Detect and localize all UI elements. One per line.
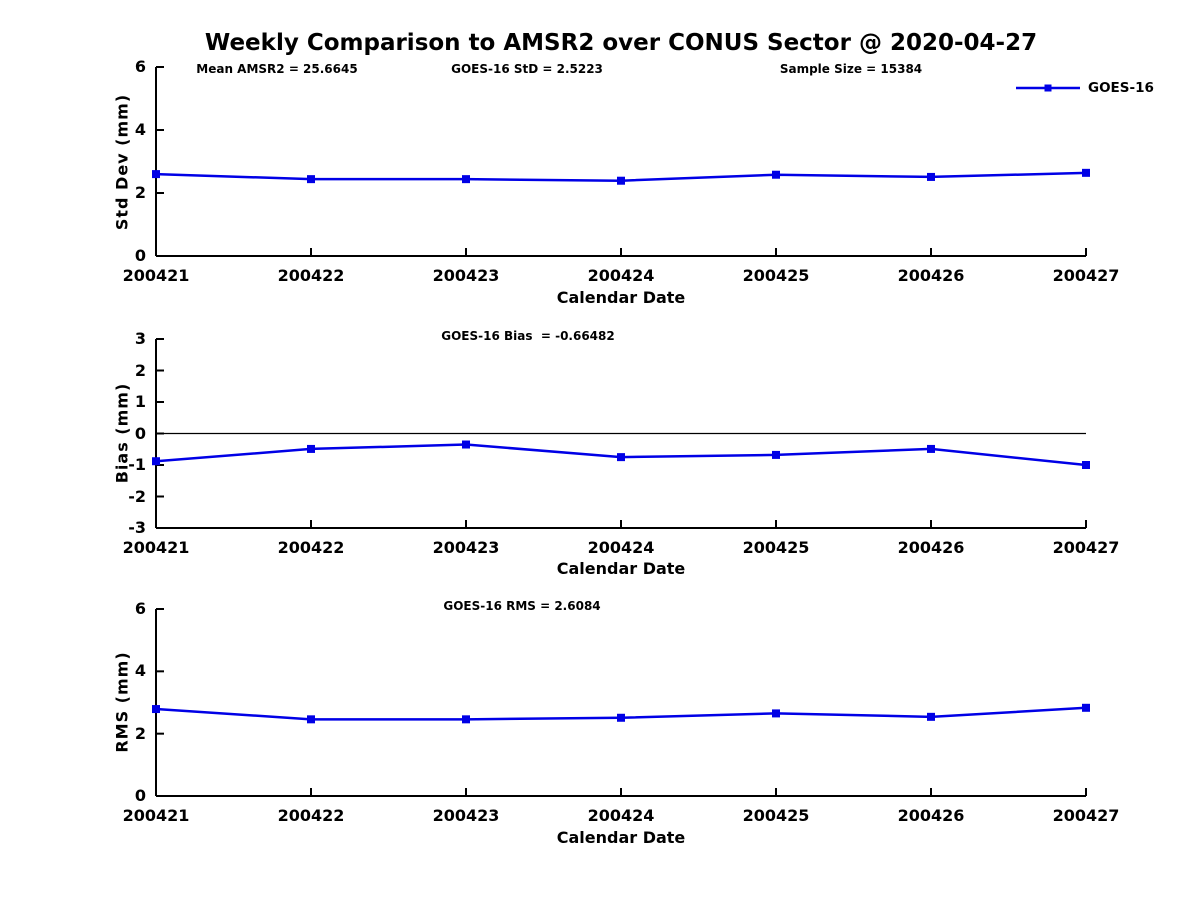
legend-label: GOES-16 [1088, 80, 1154, 96]
y-tick-label: -2 [128, 486, 146, 506]
data-point-marker [307, 444, 315, 453]
x-tick-label: 200424 [587, 806, 655, 825]
data-point-marker [927, 712, 935, 721]
page-title: Weekly Comparison to AMSR2 over CONUS Se… [204, 30, 1038, 56]
x-tick-label: 200421 [122, 266, 190, 285]
data-point-marker [307, 175, 315, 184]
y-tick-label: 0 [134, 786, 146, 805]
x-tick-label: 200422 [277, 538, 345, 557]
x-tick-label: 200421 [122, 806, 190, 825]
annotation-goes16-std: GOES-16 StD = 2.5223 [451, 62, 603, 76]
data-point-marker [1082, 461, 1090, 469]
data-point-marker [462, 715, 470, 724]
x-tick-label: 200424 [587, 538, 655, 557]
y-tick-label: 2 [134, 723, 146, 743]
annotation-goes16-rms: GOES-16 RMS = 2.6084 [443, 599, 601, 613]
data-point-marker [927, 444, 935, 453]
x-tick-label: 200427 [1052, 538, 1120, 557]
annotation-sample-size: Sample Size = 15384 [779, 62, 923, 76]
y-tick-label: 6 [134, 57, 146, 76]
x-tick-label: 200426 [897, 806, 965, 825]
data-point-marker [152, 705, 160, 714]
data-point-marker [462, 175, 470, 184]
y-axis-label-std-dev: Std Dev (mm) [112, 93, 132, 231]
y-tick-label: 0 [134, 423, 146, 443]
x-tick-label: 200422 [277, 266, 345, 285]
x-tick-label: 200426 [897, 266, 965, 285]
data-point-marker [617, 713, 625, 722]
y-tick-label: 3 [134, 329, 146, 348]
legend: GOES-16 [1014, 80, 1154, 96]
y-tick-label: 4 [134, 120, 146, 139]
data-point-marker [307, 715, 315, 724]
legend-marker [1044, 84, 1052, 92]
annotation-mean-amsr2: Mean AMSR2 = 25.6645 [196, 62, 358, 76]
data-point-marker [1082, 703, 1090, 712]
x-tick-label: 200421 [122, 538, 190, 557]
data-point-marker [617, 453, 625, 462]
x-tick-label: 200422 [277, 806, 345, 825]
data-point-marker [772, 709, 780, 718]
x-tick-label: 200427 [1052, 266, 1120, 285]
x-tick-label: 200427 [1052, 806, 1120, 825]
y-tick-label: 1 [134, 392, 146, 411]
y-tick-label: 0 [134, 246, 146, 265]
annotation-goes16-bias: GOES-16 Bias = -0.66482 [441, 329, 615, 343]
x-axis-label-calendar-date-3: Calendar Date [556, 828, 686, 847]
data-point-marker [152, 457, 160, 466]
y-tick-label: -1 [128, 455, 146, 474]
y-tick-label: -3 [128, 518, 146, 537]
data-point-marker [772, 450, 780, 459]
y-tick-label: 2 [134, 183, 146, 202]
y-tick-label: 6 [134, 599, 146, 618]
data-point-marker [152, 170, 160, 179]
data-point-marker [927, 172, 935, 181]
data-point-marker [462, 440, 470, 449]
x-tick-label: 200425 [742, 806, 810, 825]
x-tick-label: 200424 [587, 266, 655, 285]
x-tick-label: 200423 [432, 806, 500, 825]
x-tick-label: 200425 [742, 266, 810, 285]
x-tick-label: 200423 [432, 538, 500, 557]
legend-swatch-icon [1016, 84, 1080, 92]
x-axis-label-calendar-date-2: Calendar Date [556, 559, 686, 578]
data-point-marker [772, 170, 780, 179]
y-tick-label: 2 [134, 360, 146, 380]
x-tick-label: 200425 [742, 538, 810, 557]
x-tick-label: 200426 [897, 538, 965, 557]
data-point-marker [1082, 168, 1090, 177]
data-point-marker [617, 176, 625, 185]
x-tick-label: 200423 [432, 266, 500, 285]
x-axis-label-calendar-date-1: Calendar Date [556, 288, 686, 307]
y-tick-label: 4 [134, 661, 146, 681]
